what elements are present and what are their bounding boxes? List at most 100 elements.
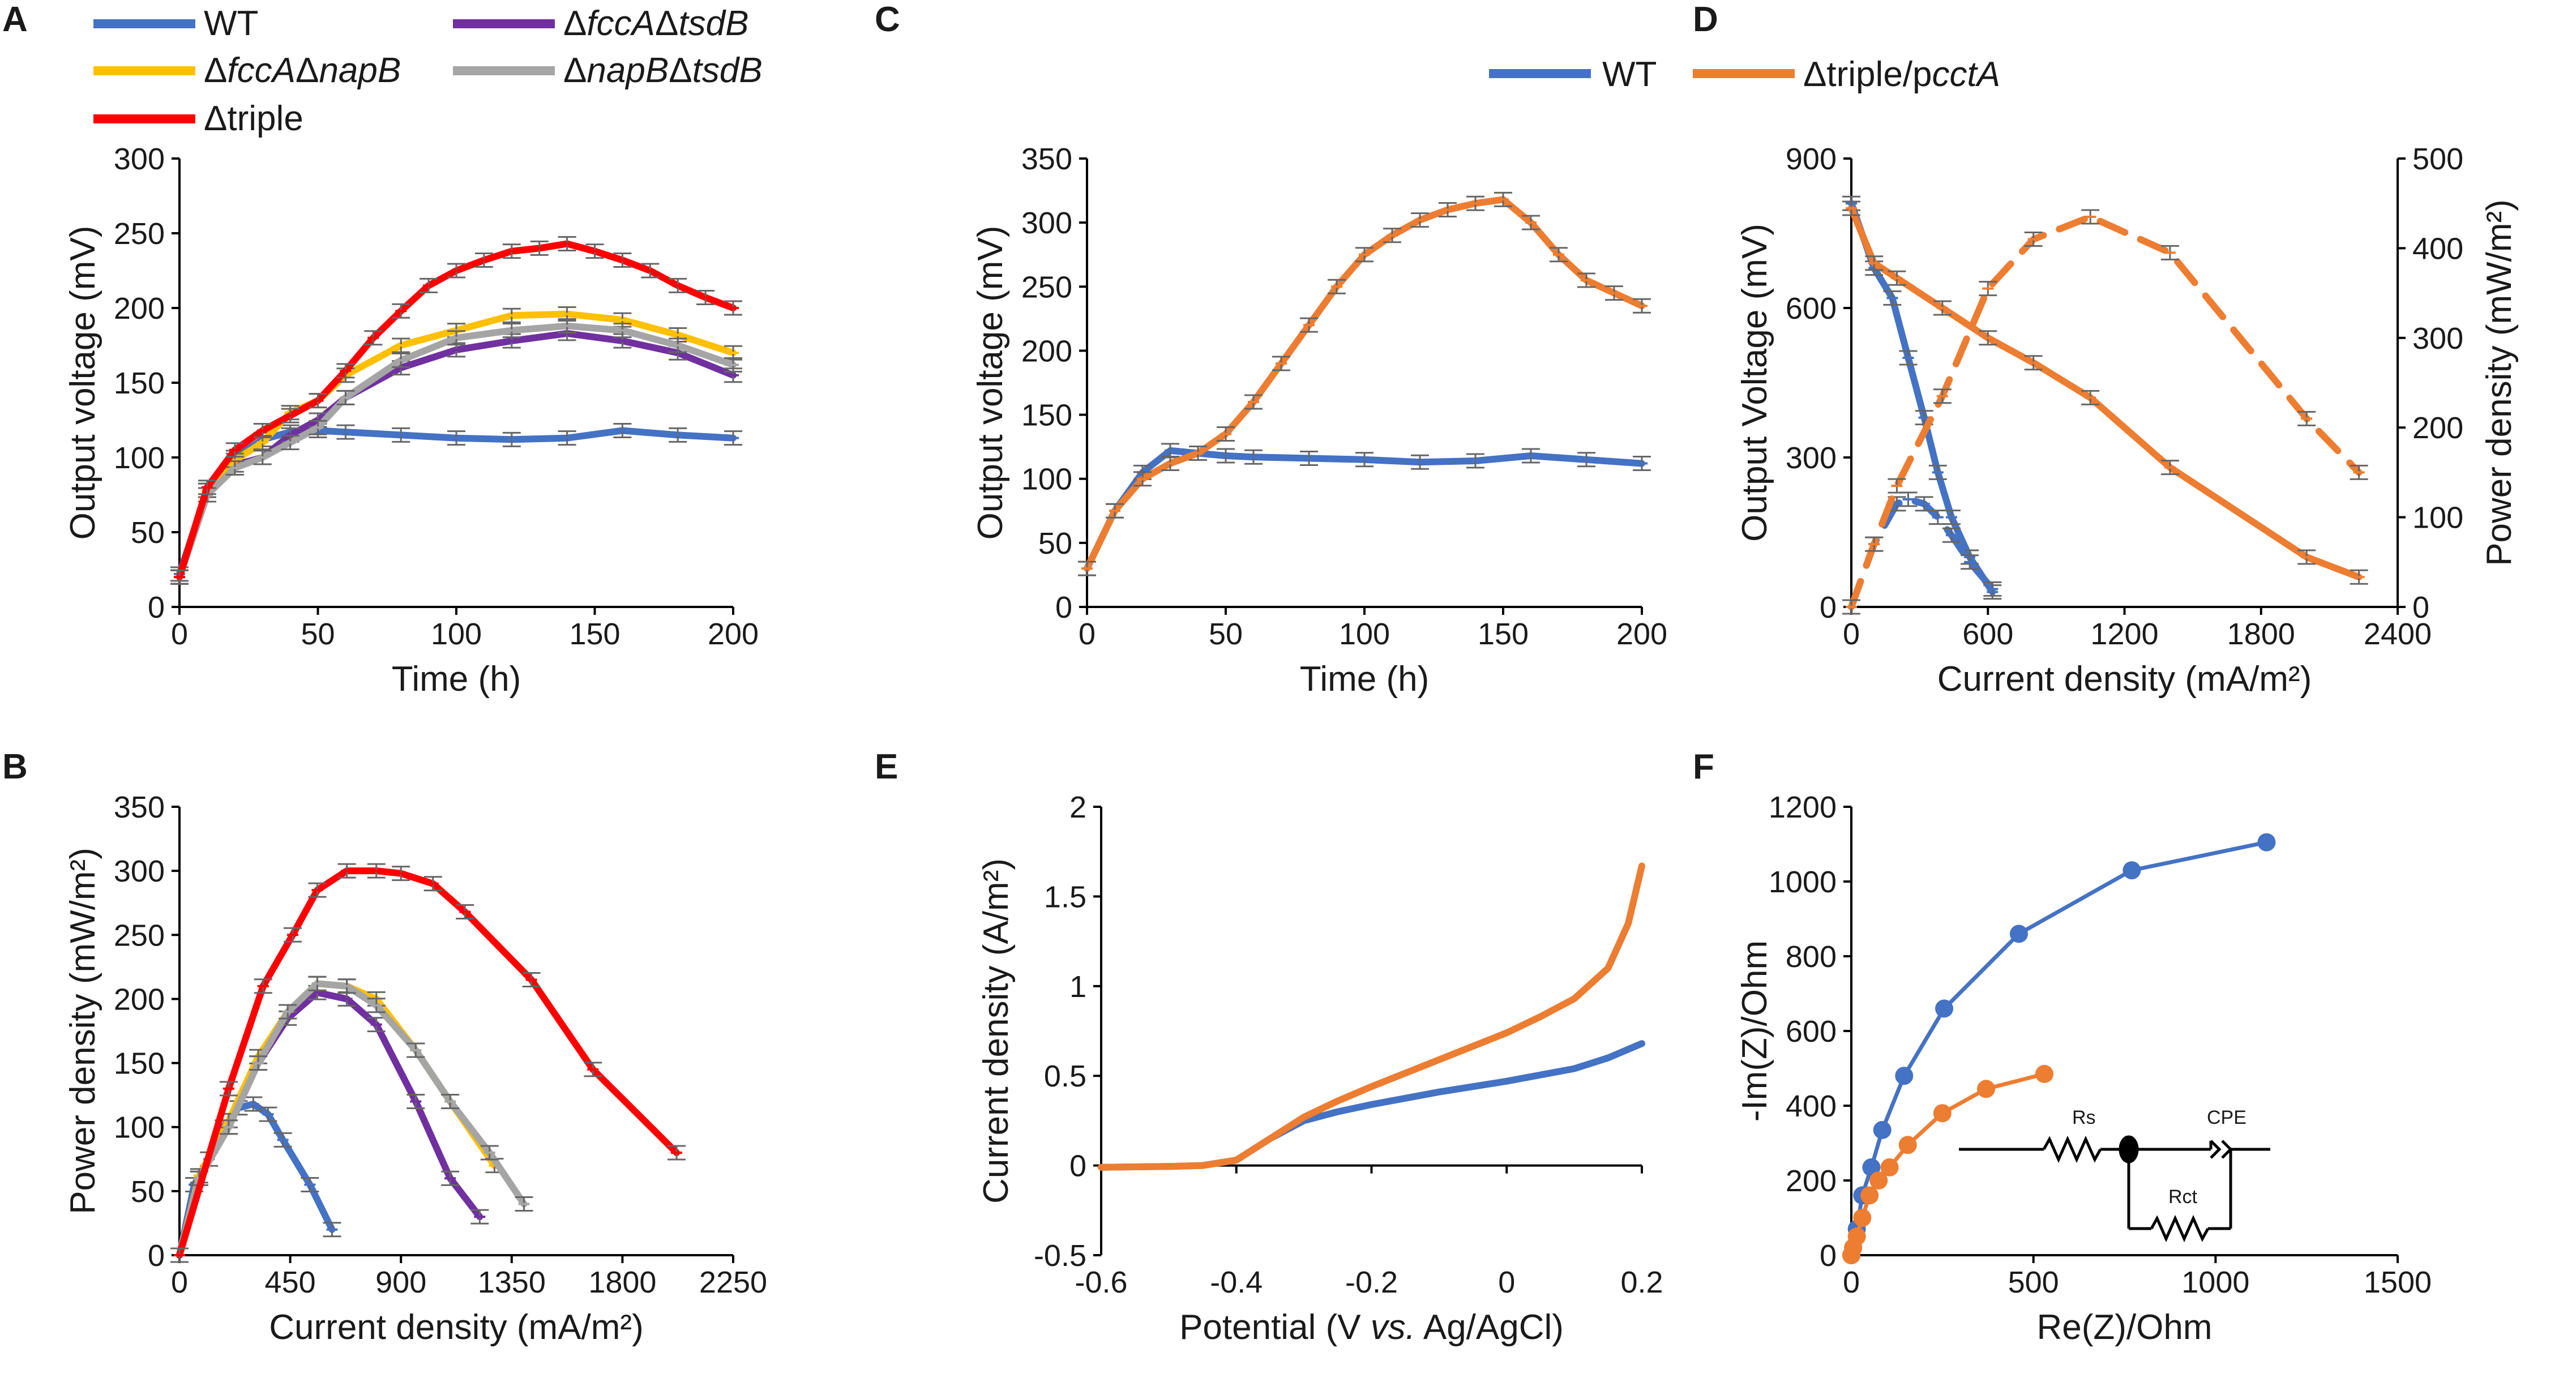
chart-d-x-tick-label: 2400	[2364, 617, 2432, 651]
chart-a-y-axis-title: Output voltage (mV)	[63, 226, 102, 540]
chart-b-y-tick-label: 300	[114, 854, 165, 888]
chart-a-y-tick-label: 300	[114, 142, 165, 176]
chart-c-y-tick-label: 50	[1038, 527, 1072, 561]
chart-e-y-axis-title: Current density (A/m²)	[977, 858, 1016, 1204]
chart-b-y-tick-label: 150	[114, 1047, 165, 1081]
chart-b-y-axis-title: Power density (mW/m²)	[63, 848, 102, 1214]
circuit-resistor-rs	[2042, 1135, 2102, 1163]
legend-cd-label-wt: WT	[1602, 55, 1657, 94]
chart-e-y-tick-label: 0	[1069, 1149, 1086, 1183]
chart-d-y2-tick-label: 300	[2412, 322, 2463, 356]
legend-a-label-triple: Δtriple	[204, 99, 303, 138]
chart-b-x-tick-label: 1800	[588, 1265, 656, 1299]
chart-f-data-point	[1873, 1120, 1892, 1139]
chart-b-y-tick-label: 200	[114, 982, 165, 1016]
chart-b-x-tick-label: 450	[265, 1265, 316, 1299]
chart-f-data-point	[1935, 999, 1954, 1018]
legend-a-label-fcca-tsdb: ΔfccAΔtsdB	[563, 4, 749, 43]
chart-a-y-tick-label: 0	[148, 591, 165, 624]
chart-f-x-tick-label: 500	[2008, 1265, 2059, 1299]
chart-a-x-tick-label: 100	[431, 617, 482, 651]
chart-c-series-wt	[1084, 447, 1645, 572]
chart-d-y-tick-label: 0	[1820, 591, 1837, 624]
chart-c-x-tick-label: 0	[1079, 617, 1096, 651]
chart-e-y-tick-label: -0.5	[1034, 1239, 1086, 1273]
chart-a-x-tick-label: 50	[301, 617, 335, 651]
chart-f-data-point	[2257, 833, 2276, 852]
chart-c-x-tick-label: 200	[1616, 617, 1667, 651]
chart-e-x-tick-label: 0	[1498, 1265, 1515, 1299]
chart-f-y-tick-label: 600	[1786, 1015, 1837, 1049]
chart-a-y-tick-label: 100	[114, 441, 165, 475]
chart-b-y-tick-label: 100	[114, 1111, 165, 1145]
legend-a-label-napb-tsdb: ΔnapBΔtsdB	[563, 51, 763, 90]
chart-d-y-tick-label: 600	[1786, 292, 1837, 326]
chart-d-x-tick-label: 1200	[2090, 617, 2158, 651]
chart-b-x-tick-label: 900	[375, 1265, 426, 1299]
chart-e-x-tick-label: -0.6	[1075, 1265, 1127, 1299]
panel-letter-d: D	[1693, 0, 1718, 39]
chart-b-y-tick-label: 50	[131, 1175, 165, 1209]
chart-c-x-tick-label: 150	[1478, 617, 1529, 651]
chart-d: 0 600 1200 1800 2400030060090001002003004005…	[1735, 142, 2519, 699]
chart-e-y-tick-label: 2	[1069, 790, 1086, 824]
chart-b-y-tick-label: 0	[148, 1239, 165, 1273]
chart-a-y-tick-label: 200	[114, 292, 165, 326]
chart-d-y-tick-label: 300	[1786, 441, 1837, 475]
chart-a-x-tick-label: 200	[708, 617, 759, 651]
chart-c-y-tick-label: 350	[1021, 142, 1072, 176]
chart-f-data-point	[2123, 861, 2141, 880]
chart-f-y-tick-label: 0	[1820, 1239, 1837, 1273]
chart-c-y-tick-label: 250	[1021, 270, 1072, 304]
legend-cd-label-triple: Δtriple/pcctA	[1803, 55, 2000, 94]
panel-letter-e: E	[875, 747, 898, 786]
chart-f-y-tick-label: 400	[1786, 1089, 1837, 1123]
panel-letter-c: C	[875, 0, 900, 39]
chart-d-y-tick-label: 900	[1786, 142, 1837, 176]
chart-e-x-tick-label: -0.4	[1210, 1265, 1263, 1299]
chart-f-y-tick-label: 200	[1786, 1164, 1837, 1198]
chart-d-x-tick-label: 1800	[2227, 617, 2295, 651]
chart-a-series-napb-tsdb	[176, 322, 737, 581]
chart-c-y-tick-label: 150	[1021, 399, 1072, 433]
chart-d-series-triple-pccta-voltage	[1848, 205, 2363, 581]
chart-f-data-point	[1860, 1186, 1879, 1205]
chart-c: 0 50 100 150 200 0 50 100 150 200 250 300 350 Time (h…	[971, 142, 1667, 699]
chart-f-data-point	[2035, 1064, 2053, 1083]
chart-d-y2-tick-label: 500	[2412, 142, 2463, 176]
chart-e-x-tick-label: 0.2	[1620, 1265, 1663, 1299]
chart-e-series-triple-pccta	[1098, 862, 1645, 1171]
chart-d-y-axis-title: Output Voltage (mV)	[1735, 224, 1774, 542]
chart-f-data-point	[1895, 1067, 1914, 1085]
chart-c-y-tick-label: 300	[1021, 206, 1072, 240]
chart-e-x-axis-title: Potential (V vs. Ag/AgCl)	[1179, 1308, 1564, 1347]
legend-cd: WT Δtriple/pcctA	[1489, 55, 2000, 94]
circuit-node	[2119, 1135, 2139, 1163]
chart-b-x-tick-label: 0	[171, 1265, 188, 1299]
chart-b-y-tick-label: 350	[114, 790, 165, 824]
panel-letter-f: F	[1693, 747, 1714, 786]
chart-a-x-axis-title: Time (h)	[392, 660, 521, 699]
chart-f-data-point	[2009, 925, 2028, 943]
chart-d-x-tick-label: 600	[1962, 617, 2013, 651]
chart-f-data-point	[1933, 1104, 1952, 1123]
chart-d-y2-tick-label: 200	[2412, 411, 2463, 445]
chart-d-x-tick-label: 0	[1843, 617, 1860, 651]
chart-e-y-tick-label: 0.5	[1044, 1059, 1086, 1093]
circuit-label-cpe: CPE	[2207, 1107, 2246, 1128]
circuit-diagram	[1959, 1135, 2270, 1243]
chart-d-y2-tick-label: 400	[2412, 232, 2463, 266]
legend-a-label-fcca-napb: ΔfccAΔnapB	[204, 51, 401, 90]
chart-e-y-tick-label: 1	[1069, 970, 1086, 1004]
chart-b-x-tick-label: 1350	[478, 1265, 546, 1299]
legend-a: WT ΔfccAΔtsdB ΔfccAΔnapB ΔnapBΔtsdB Δtri…	[93, 4, 763, 138]
chart-f-x-tick-label: 1500	[2364, 1265, 2432, 1299]
chart-f-data-point	[1847, 1227, 1866, 1246]
chart-d-x-axis-title: Current density (mA/m²)	[1937, 660, 2312, 699]
chart-d-y2-tick-label: 100	[2412, 501, 2463, 535]
chart-a-y-tick-label: 50	[131, 516, 165, 550]
chart-f-x-axis-title: Re(Z)/Ohm	[2037, 1308, 2213, 1347]
chart-f-data-point	[1977, 1080, 1996, 1098]
chart-b-series-napb-tsdb	[176, 980, 528, 1259]
